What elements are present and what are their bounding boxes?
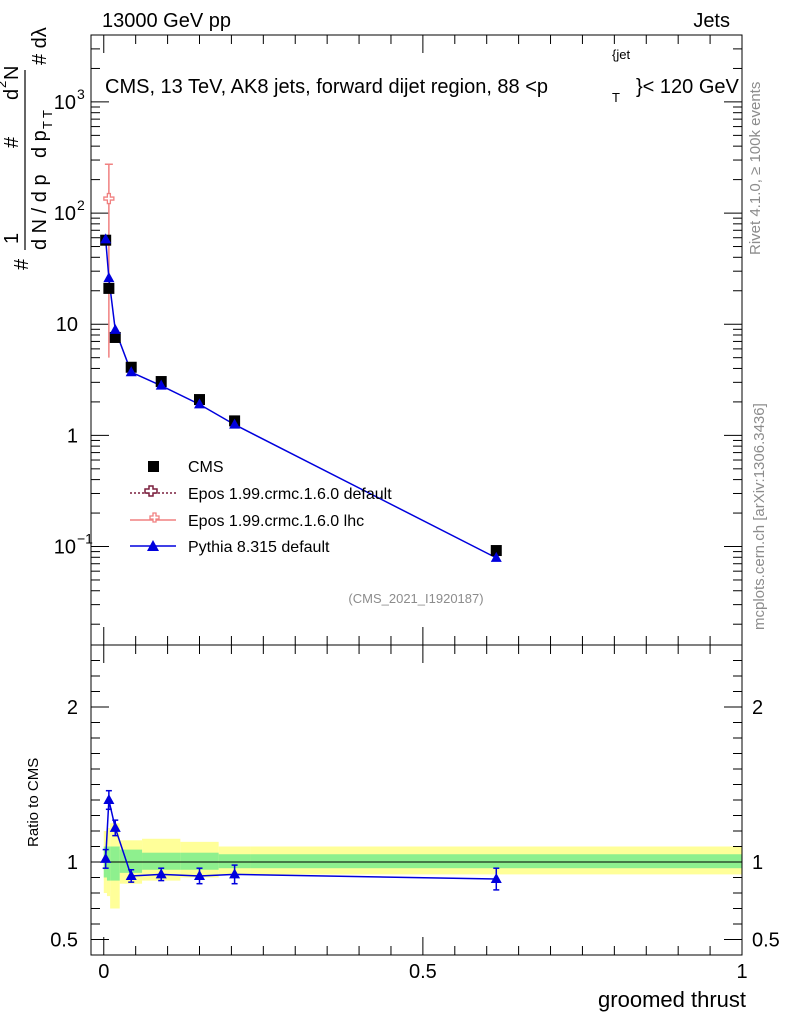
x-axis-label: groomed thrust — [598, 987, 746, 1012]
ratio-band-segment — [119, 849, 143, 873]
ratio-band-segment — [218, 854, 251, 869]
plot-title-main: CMS, 13 TeV, AK8 jets, forward dijet reg… — [105, 76, 548, 98]
legend-item-cms: CMS — [148, 459, 224, 476]
ylabel-hash: # — [11, 258, 33, 270]
legend-marker-open-cross-lhc — [149, 512, 160, 523]
ylabel-sub-t1: T — [40, 110, 55, 118]
header-left: 13000 GeV pp — [102, 10, 231, 32]
cms-point — [109, 331, 121, 343]
ylabel-one: 1 — [1, 233, 23, 244]
xtick-label: 1 — [736, 961, 747, 983]
main-ytick-label: 10 2 — [54, 197, 85, 225]
pythia-line — [104, 239, 497, 559]
ratio-plot: 0 0.5 10.5 0.51 12 2 — [50, 644, 780, 983]
ytick-exponent: −1 — [77, 531, 93, 547]
cms-point — [490, 545, 502, 557]
ratio-ytick-label: 2 — [67, 697, 78, 719]
ratio-ytick-label: 1 — [67, 852, 78, 874]
main-ytick-label: 10 3 — [54, 86, 85, 114]
ratio-band-segment — [250, 854, 742, 869]
pythia-point — [155, 379, 167, 390]
ylabel-d: d — [1, 89, 23, 100]
pythia-point — [103, 272, 115, 283]
plot-title: CMS, 13 TeV, AK8 jets, forward dijet reg… — [105, 47, 740, 105]
ytick-base: 10 — [56, 314, 78, 336]
ylabel-n: N — [1, 66, 23, 80]
legend-marker-square — [148, 461, 159, 472]
mcplots-credit: mcplots.cern.ch [arXiv:1306.3436] — [751, 403, 768, 630]
pythia-ratio-point — [100, 852, 112, 863]
legend-item-epos-lhc: Epos 1.99.crmc.1.6.0 lhc — [130, 512, 364, 530]
main-ytick-label: 1 — [67, 425, 78, 447]
ratio-ytick-label-right: 2 — [752, 697, 763, 719]
pythia-ratio-point — [490, 873, 502, 884]
pythia-point — [125, 366, 137, 377]
ratio-ytick-label-right: 0.5 — [752, 930, 780, 952]
plot-title-sub: T — [612, 90, 620, 105]
main-ylabel: # 1 d N / d p T # d p T d 2 N # dλ — [0, 27, 55, 270]
pythia-point — [229, 418, 241, 429]
analysis-id: (CMS_2021_I1920187) — [348, 591, 483, 606]
ratio-ytick-label: 0.5 — [50, 930, 78, 952]
ratio-band-segment — [106, 846, 111, 881]
ytick-exponent: 3 — [77, 86, 85, 102]
ylabel-sub-t2: T — [40, 121, 55, 129]
pythia-point — [490, 551, 502, 562]
ratio-band-segment — [142, 852, 181, 870]
ratio-ylabel: Ratio to CMS — [25, 758, 42, 847]
legend-marker-triangle — [147, 540, 159, 551]
xtick-label: 0 — [98, 961, 109, 983]
ytick-base: 10 — [54, 92, 76, 114]
cms-point — [103, 282, 115, 294]
ylabel-sup-2: 2 — [0, 81, 9, 88]
main-ytick-label: 10 — [56, 314, 78, 336]
legend-label-pythia: Pythia 8.315 default — [188, 539, 330, 556]
pythia-ratio-line — [104, 799, 497, 880]
legend-label-epos-default: Epos 1.99.crmc.1.6.0 default — [188, 486, 392, 503]
legend: CMS Epos 1.99.crmc.1.6.0 default Epos 1.… — [130, 459, 392, 556]
legend-marker-open-cross — [144, 485, 158, 497]
pythia-ratio-point — [155, 868, 167, 879]
ytick-base: 10 — [54, 537, 76, 559]
ytick-exponent: 2 — [77, 197, 85, 213]
plot-title-sup: {jet — [612, 47, 630, 62]
ratio-plot-frame — [90, 644, 743, 956]
ylabel-denominator: d N / d p — [29, 174, 51, 250]
pythia-ratio-point — [194, 869, 205, 880]
ylabel-dlambda: # dλ — [29, 27, 51, 65]
legend-item-epos-default: Epos 1.99.crmc.1.6.0 default — [130, 485, 392, 503]
pythia-point — [194, 398, 205, 409]
legend-label-epos-lhc: Epos 1.99.crmc.1.6.0 lhc — [188, 513, 364, 530]
ratio-band-segment — [180, 852, 219, 870]
xtick-label: 0.5 — [409, 961, 437, 983]
main-ytick-label: 10 −1 — [54, 531, 93, 559]
pythia-ratio-point — [229, 868, 241, 879]
pythia-ratio-point — [109, 821, 121, 832]
ytick-base: 1 — [67, 425, 78, 447]
ylabel-hash-2: # — [1, 136, 23, 148]
pythia-ratio-point — [103, 794, 115, 804]
ratio-band-segment — [110, 846, 120, 881]
ratio-ytick-label-right: 1 — [752, 852, 763, 874]
legend-label-cms: CMS — [188, 459, 224, 476]
rivet-version: Rivet 4.1.0, ≥ 100k events — [747, 82, 764, 255]
legend-item-pythia: Pythia 8.315 default — [130, 539, 330, 556]
ytick-base: 10 — [54, 203, 76, 225]
plot-title-end: }< 120 GeV — [636, 76, 740, 98]
pythia-point — [100, 233, 112, 244]
pythia-ratio-point — [125, 869, 137, 880]
ylabel-dpt: d p — [29, 130, 51, 158]
pythia-point — [109, 323, 121, 334]
header-right: Jets — [693, 10, 730, 32]
epos-lhc-point — [103, 192, 115, 205]
